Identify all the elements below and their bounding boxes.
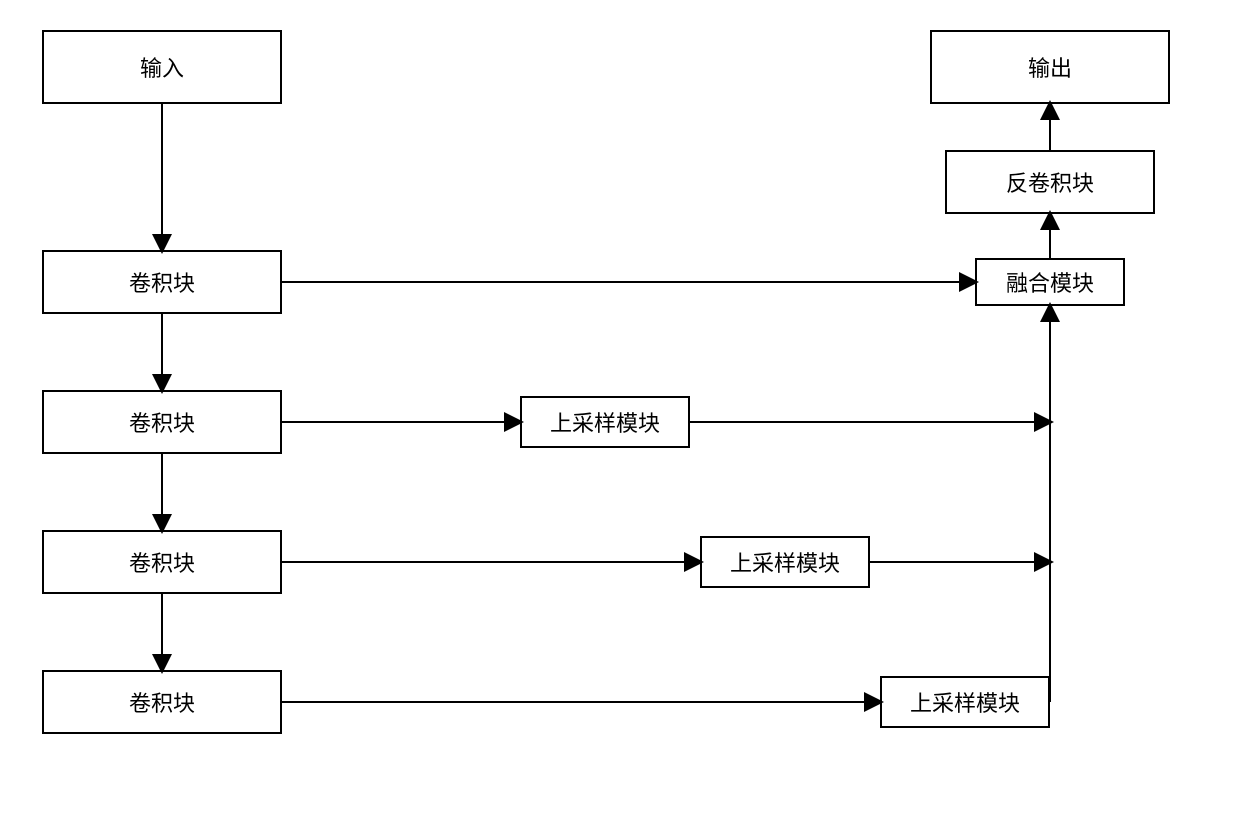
- node-label: 卷积块: [129, 546, 195, 578]
- node-label: 上采样模块: [910, 686, 1020, 718]
- node-fusion: 融合模块: [975, 258, 1125, 306]
- node-label: 输出: [1028, 51, 1072, 83]
- node-label: 卷积块: [129, 406, 195, 438]
- node-upsample1: 上采样模块: [520, 396, 690, 448]
- node-label: 卷积块: [129, 686, 195, 718]
- node-upsample3: 上采样模块: [880, 676, 1050, 728]
- node-label: 输入: [140, 51, 184, 83]
- node-conv2: 卷积块: [42, 390, 282, 454]
- node-conv1: 卷积块: [42, 250, 282, 314]
- node-label: 反卷积块: [1006, 166, 1094, 198]
- node-label: 上采样模块: [730, 546, 840, 578]
- node-deconv: 反卷积块: [945, 150, 1155, 214]
- node-conv4: 卷积块: [42, 670, 282, 734]
- node-output: 输出: [930, 30, 1170, 104]
- node-input: 输入: [42, 30, 282, 104]
- node-conv3: 卷积块: [42, 530, 282, 594]
- node-label: 上采样模块: [550, 406, 660, 438]
- node-upsample2: 上采样模块: [700, 536, 870, 588]
- node-label: 融合模块: [1006, 266, 1094, 298]
- node-label: 卷积块: [129, 266, 195, 298]
